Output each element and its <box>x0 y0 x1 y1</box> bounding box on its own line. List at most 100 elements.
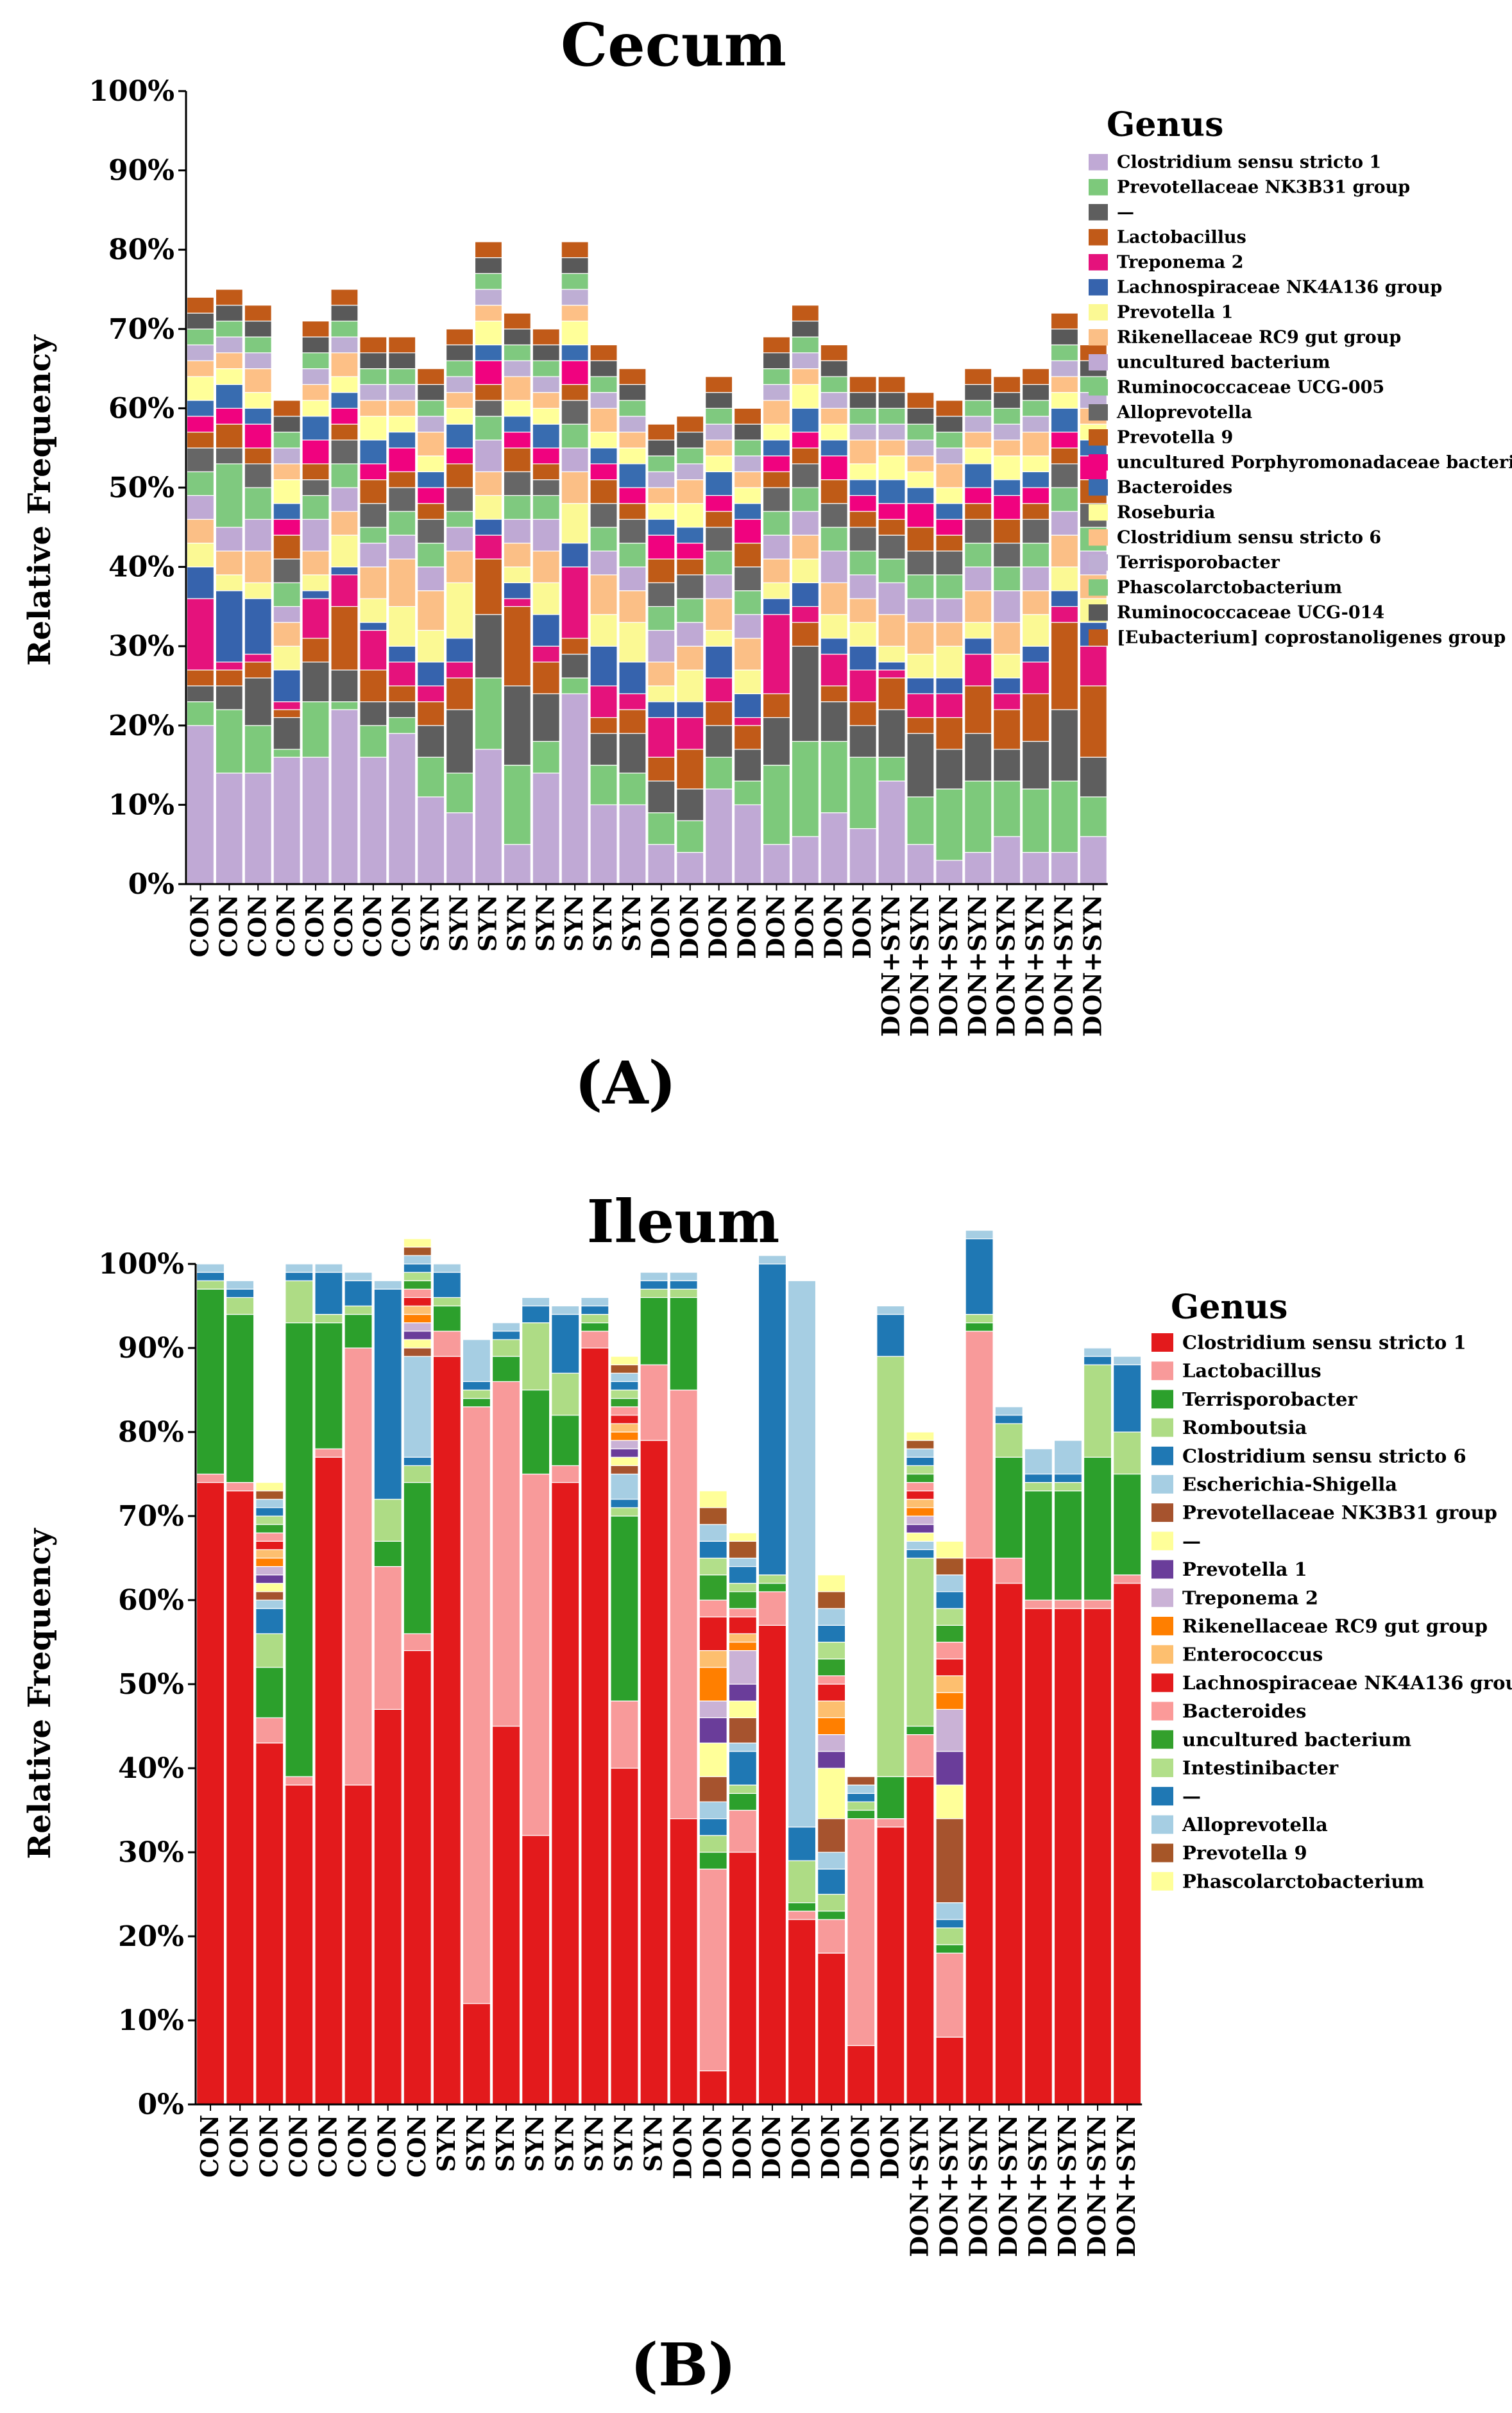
bar-segment <box>590 392 618 409</box>
bar-segment <box>1021 400 1050 417</box>
x-tick-label: DON <box>727 2115 756 2179</box>
bar-segment <box>215 550 243 576</box>
bar-stack <box>728 1532 757 2105</box>
bar-stack <box>561 241 589 885</box>
bar-stack <box>762 336 791 885</box>
bar-segment <box>878 534 906 559</box>
bar-segment <box>359 463 387 481</box>
bar-stack <box>1024 1448 1053 2105</box>
bar-segment <box>1050 534 1079 568</box>
bar-segment <box>432 1297 461 1307</box>
bar-segment <box>647 423 675 441</box>
bar-segment <box>820 550 848 583</box>
bar-segment <box>935 1784 964 1820</box>
bar-segment <box>186 376 215 401</box>
bar-segment <box>561 273 589 290</box>
bar-segment <box>705 392 733 409</box>
bar-segment <box>676 669 704 703</box>
bar-segment <box>647 780 675 814</box>
bar-segment <box>935 2036 964 2105</box>
bar-segment <box>849 463 877 481</box>
bar-segment <box>676 558 704 576</box>
bar-segment <box>388 384 416 401</box>
bar-segment <box>878 455 906 481</box>
bar-segment <box>791 582 819 608</box>
bar-segment <box>445 360 474 377</box>
bar-segment <box>1021 455 1050 472</box>
bar-segment <box>676 447 704 465</box>
bar-segment <box>935 1675 964 1693</box>
bar-segment <box>787 1902 817 1912</box>
legend-label: Phascolarctobacterium <box>1182 1870 1424 1892</box>
bar-segment <box>817 1868 846 1895</box>
legend-item: Romboutsia <box>1151 1417 1307 1438</box>
legend-swatch <box>1089 429 1108 446</box>
bar-segment <box>847 2045 876 2105</box>
bar-segment <box>817 1641 846 1660</box>
bar-segment <box>215 685 243 710</box>
bar-segment <box>699 1835 727 1853</box>
bar-segment <box>817 1574 846 1592</box>
bar-segment <box>445 376 474 393</box>
x-tick-label: SYN <box>461 2115 490 2172</box>
bar-segment <box>445 511 474 528</box>
bar-segment <box>561 320 589 346</box>
bar-segment <box>993 479 1021 496</box>
bar-segment <box>762 614 791 694</box>
bar-segment <box>935 1574 964 1592</box>
bar-segment <box>817 1591 846 1609</box>
bar-segment <box>791 534 819 559</box>
bar-segment <box>273 622 301 647</box>
bar-stack <box>1021 368 1050 885</box>
bar-segment <box>935 1944 964 1954</box>
y-tick-label: 80% <box>118 1416 184 1449</box>
bar-segment <box>503 495 531 520</box>
x-tick-label: DON+SYN <box>1023 2115 1052 2257</box>
bar-segment <box>733 407 762 425</box>
bar-stack <box>993 376 1021 885</box>
bar-segment <box>906 439 935 457</box>
bar-segment <box>733 693 762 719</box>
bar-segment <box>445 487 474 512</box>
bar-segment <box>820 527 848 552</box>
bar-segment <box>462 1381 491 1391</box>
bar-segment <box>474 534 503 559</box>
bar-segment <box>1024 1473 1053 1483</box>
bar-stack <box>330 289 359 885</box>
bar-segment <box>849 756 877 830</box>
y-tick-label: 30% <box>108 630 174 663</box>
bar-segment <box>417 629 445 663</box>
bar-segment <box>1079 645 1107 686</box>
panel-caption: (B) <box>631 2330 736 2400</box>
bar-segment <box>964 447 992 465</box>
bar-segment <box>647 606 675 631</box>
bar-segment <box>1050 511 1079 536</box>
bar-segment <box>503 376 531 401</box>
bar-segment <box>758 1574 787 1584</box>
bar-segment <box>820 376 848 393</box>
bar-segment <box>610 1415 639 1424</box>
bar-segment <box>817 1624 846 1643</box>
bar-stack <box>373 1280 402 2105</box>
legend-swatch <box>1089 579 1108 596</box>
legend-item: Rikenellaceae RC9 gut group <box>1151 1615 1488 1637</box>
bar-segment <box>474 289 503 306</box>
bar-segment <box>728 1650 757 1685</box>
bar-segment <box>474 320 503 346</box>
legend-item: uncultured Porphyromonadaceae bacterium <box>1089 453 1512 473</box>
legend-item: Prevotella 1 <box>1151 1558 1307 1580</box>
bar-segment <box>906 1557 935 1727</box>
bar-segment <box>503 566 531 583</box>
bar-segment <box>532 423 560 448</box>
bar-segment <box>432 1356 461 2105</box>
legend-label: Prevotella 1 <box>1182 1558 1307 1580</box>
bar-segment <box>733 487 762 504</box>
bar-segment <box>699 1801 727 1820</box>
bar-stack <box>878 376 906 885</box>
bar-segment <box>618 661 647 694</box>
bar-segment <box>359 622 387 631</box>
bar-segment <box>906 733 935 797</box>
bar-segment <box>403 1650 432 2105</box>
bar-segment <box>186 542 215 568</box>
bar-stack <box>610 1356 639 2105</box>
